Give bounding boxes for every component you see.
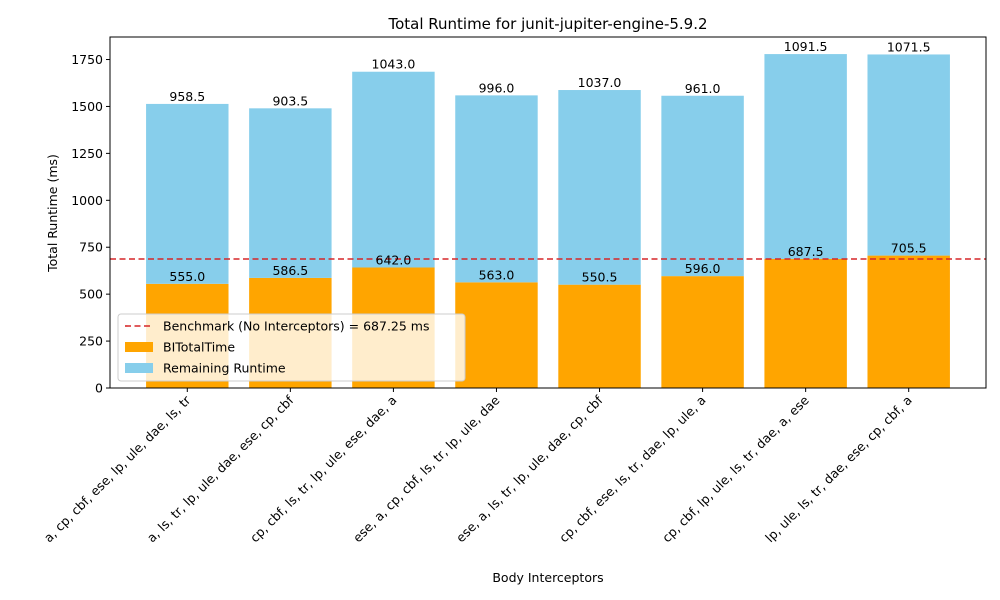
bar-value-label-bitotaltime: 687.5	[788, 244, 824, 259]
bar-value-label-remaining-runtime: 996.0	[479, 80, 515, 95]
y-tick-label: 250	[79, 334, 103, 349]
bar-remaining-runtime	[764, 54, 847, 259]
y-tick-label: 1500	[71, 99, 103, 114]
legend-box	[117, 313, 466, 382]
y-tick-label: 500	[79, 287, 103, 302]
bar-value-label-bitotaltime: 596.0	[685, 261, 721, 276]
bar-remaining-runtime	[146, 103, 229, 284]
y-tick-label: 750	[79, 240, 103, 255]
bar-remaining-runtime	[249, 108, 332, 278]
bar-bitotaltime	[558, 284, 641, 388]
legend-item-bitotaltime-swatch	[125, 342, 153, 352]
y-axis-label: Total Runtime (ms)	[45, 154, 60, 273]
bar-value-label-remaining-runtime: 903.5	[272, 93, 308, 108]
y-axis: 0 250 500 750 1000 1250 1500 1750	[71, 52, 110, 396]
legend-item-bitotaltime-label: BITotalTime	[163, 340, 235, 355]
value-labels-layer: 555.0 958.5 586.5 903.5 642.0 1043.0 563.0 996.…	[169, 39, 930, 285]
y-tick-label: 1750	[71, 52, 103, 67]
bar-value-label-remaining-runtime: 1043.0	[372, 57, 416, 72]
y-tick-label: 0	[95, 381, 103, 396]
bar-bitotaltime	[867, 255, 950, 388]
bar-remaining-runtime	[352, 71, 435, 268]
legend-item-benchmark-label: Benchmark (No Interceptors) = 687.25 ms	[163, 319, 429, 334]
bar-value-label-bitotaltime: 586.5	[272, 263, 308, 278]
x-axis: a, cp, cbf, ese, lp, ule, dae, ls, tra, …	[41, 388, 915, 545]
bar-value-label-bitotaltime: 550.5	[582, 270, 618, 285]
legend-item-remaining-runtime-label: Remaining Runtime	[163, 361, 286, 376]
plot-frame	[109, 36, 987, 389]
bar-bitotaltime	[764, 258, 847, 388]
bar-remaining-runtime	[558, 90, 641, 285]
bar-value-label-bitotaltime: 642.0	[376, 252, 412, 267]
bar-value-label-bitotaltime: 563.0	[479, 267, 515, 282]
y-tick-label: 1000	[71, 193, 103, 208]
bar-value-label-remaining-runtime: 1037.0	[578, 75, 622, 90]
legend-item-remaining-runtime-swatch	[125, 363, 153, 373]
chart-title: Total Runtime for junit-jupiter-engine-5…	[387, 15, 707, 33]
bar-value-label-remaining-runtime: 1091.5	[784, 39, 828, 54]
bar-value-label-bitotaltime: 705.5	[891, 241, 927, 256]
bar-bitotaltime	[455, 282, 538, 388]
x-axis-label: Body Interceptors	[492, 570, 603, 585]
bar-remaining-runtime	[867, 54, 950, 256]
legend: Benchmark (No Interceptors) = 687.25 ms B…	[117, 313, 466, 382]
bar-bitotaltime	[661, 276, 744, 388]
bar-value-label-bitotaltime: 555.0	[169, 269, 205, 284]
bar-remaining-runtime	[661, 95, 744, 277]
bar-value-label-remaining-runtime: 958.5	[169, 89, 205, 104]
y-tick-label: 1250	[71, 146, 103, 161]
bar-value-label-remaining-runtime: 961.0	[685, 81, 721, 96]
bar-value-label-remaining-runtime: 1071.5	[887, 39, 931, 54]
bar-remaining-runtime	[455, 95, 538, 283]
